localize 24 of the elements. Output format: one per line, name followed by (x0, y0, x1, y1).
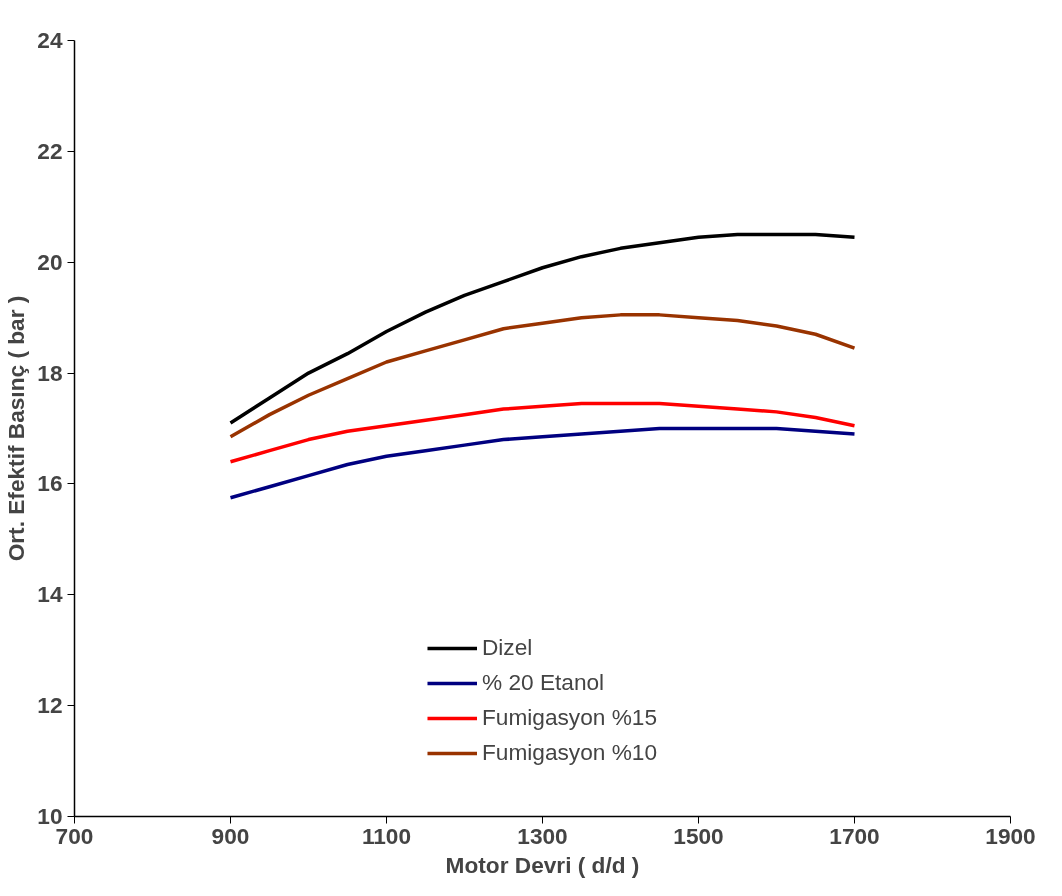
x-tick-label: 1900 (985, 822, 1036, 849)
x-tick-label: 1300 (517, 822, 568, 849)
y-tick-label: 10 (37, 803, 63, 829)
y-tick-label: 24 (37, 27, 63, 53)
line-series (228, 426, 857, 500)
legend-label: Fumigasyon %10 (481, 739, 658, 766)
legend-label: Fumigasyon %15 (481, 704, 658, 731)
y-tick-label: 16 (37, 470, 63, 497)
y-tick-label: 12 (37, 692, 63, 719)
line-series (228, 232, 857, 425)
y-tick-label: 20 (37, 248, 63, 275)
line-series (228, 401, 857, 464)
legend-label: % 20 Etanol (481, 669, 605, 696)
x-tick-label: 1500 (673, 822, 724, 849)
line-series (228, 313, 857, 439)
y-axis-title: Ort. Efektif Basınç ( bar ) (3, 295, 30, 562)
x-tick-label: 900 (211, 822, 250, 849)
y-tick-label: 22 (37, 137, 63, 164)
x-axis-title: Motor Devri ( d/d ) (445, 851, 640, 878)
x-tick-label: 1100 (361, 822, 412, 849)
y-tick-label: 14 (37, 581, 63, 608)
legend-label: Dizel (481, 634, 533, 661)
x-tick-label: 1700 (829, 822, 880, 849)
y-tick-label: 18 (37, 359, 63, 386)
